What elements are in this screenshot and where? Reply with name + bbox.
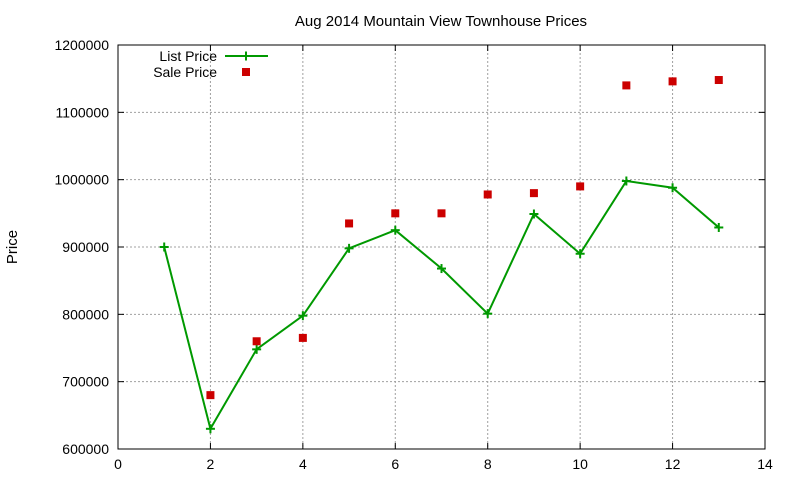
legend-label: Sale Price	[153, 64, 217, 80]
sale-price-point	[529, 189, 538, 198]
sale-price-point	[345, 219, 354, 228]
sale-price-point	[622, 81, 631, 90]
gridlines	[118, 45, 765, 449]
x-tick-label: 0	[114, 456, 122, 472]
sale-price-point	[714, 76, 723, 85]
list-price-point	[483, 309, 493, 319]
list-price-point	[575, 249, 585, 259]
list-price-point	[621, 176, 631, 186]
x-tick-label: 4	[299, 456, 307, 472]
sale-price-point	[668, 77, 677, 86]
sale-price-point	[252, 337, 261, 346]
y-tick-label: 1100000	[56, 104, 110, 120]
sale-price-point	[391, 209, 400, 218]
x-tick-label: 12	[665, 456, 681, 472]
list-price-point	[390, 225, 400, 235]
y-tick-label: 600000	[62, 441, 109, 457]
sale-price-point	[576, 182, 585, 191]
list-price-point	[159, 242, 169, 252]
legend-marker	[241, 51, 251, 61]
list-price-line	[163, 179, 720, 432]
x-tick-label: 6	[391, 456, 399, 472]
list-price-point	[714, 222, 724, 232]
y-tick-label: 800000	[62, 306, 109, 322]
y-tick-label: 1000000	[54, 172, 109, 188]
legend-label: List Price	[159, 48, 217, 64]
sale-price-point	[206, 391, 215, 400]
x-tick-label: 10	[572, 456, 588, 472]
sale-price-point	[437, 209, 446, 218]
series-group	[159, 76, 724, 434]
list-price-point	[668, 183, 678, 193]
sale-price-point	[298, 333, 307, 342]
list-price-point	[205, 424, 215, 434]
list-price-point	[437, 264, 446, 274]
legend-marker	[242, 68, 250, 76]
chart-title: Aug 2014 Mountain View Townhouse Prices	[295, 13, 587, 30]
list-price-point	[344, 243, 354, 253]
x-tick-label: 8	[484, 456, 492, 472]
y-tick-label: 900000	[62, 239, 109, 255]
list-price-point	[529, 209, 539, 219]
y-tick-label: 1200000	[54, 37, 109, 53]
x-tick-label: 14	[757, 456, 773, 472]
list-price-point	[298, 311, 308, 321]
axis-ticks: 0 2 4 6 8 10 12 14 600000 700000 800000 900000 10000…	[54, 37, 773, 472]
sale-price-point	[483, 190, 492, 199]
list-price-point	[252, 344, 262, 354]
y-tick-label: 700000	[62, 374, 109, 390]
x-tick-label: 2	[207, 456, 215, 472]
y-axis-label: Price	[4, 230, 21, 264]
